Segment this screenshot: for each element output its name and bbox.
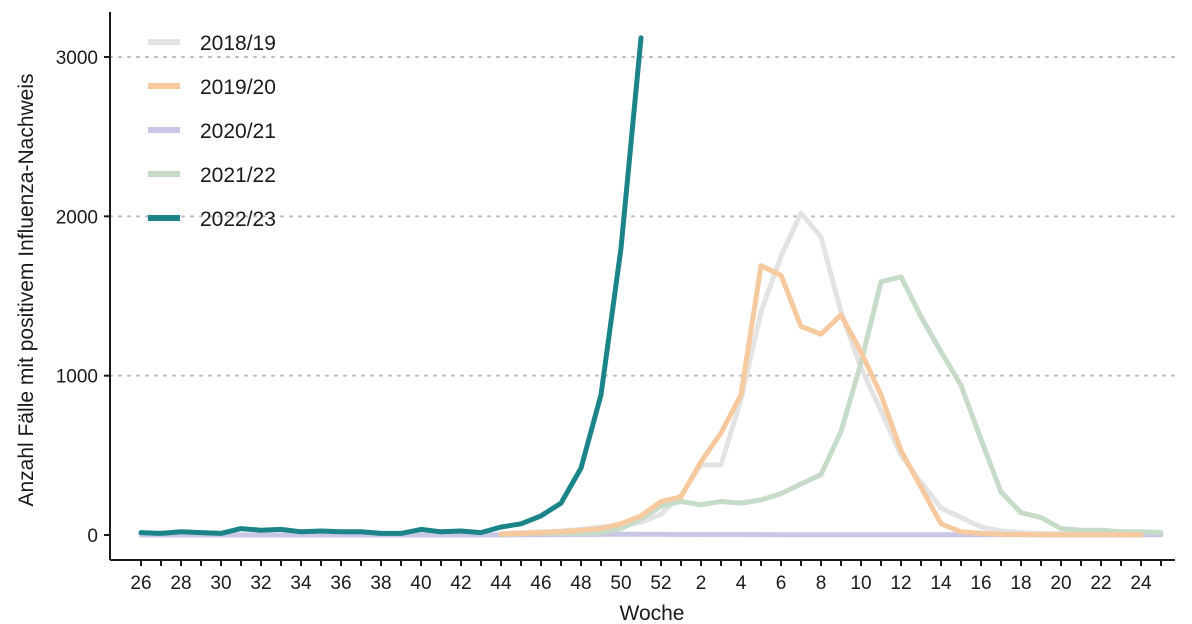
x-tick-label-1: 28 bbox=[170, 573, 191, 594]
legend-label-4: 2022/23 bbox=[200, 208, 276, 231]
x-tick-label-11: 48 bbox=[570, 573, 591, 594]
x-tick-label-12: 50 bbox=[610, 573, 631, 594]
series-line-4 bbox=[138, 35, 644, 536]
x-tick-label-17: 8 bbox=[816, 573, 827, 594]
legend-label-3: 2021/22 bbox=[200, 164, 276, 187]
x-tick-label-6: 38 bbox=[370, 573, 391, 594]
x-tick-label-8: 42 bbox=[450, 573, 471, 594]
y-ticks: 0 1000 2000 3000 bbox=[56, 48, 110, 547]
x-tick-label-14: 2 bbox=[696, 573, 707, 594]
legend-label-2: 2020/21 bbox=[200, 120, 276, 143]
series-line-3 bbox=[498, 274, 1164, 537]
legend-label-0: 2018/19 bbox=[200, 32, 276, 55]
series-lines bbox=[138, 35, 1164, 538]
y-tick-label-2: 2000 bbox=[56, 207, 98, 228]
x-tick-label-23: 20 bbox=[1050, 573, 1071, 594]
y-tick-label-1: 1000 bbox=[56, 367, 98, 388]
x-tick-label-7: 40 bbox=[410, 573, 431, 594]
legend: 2018/19 2019/20 2020/21 2021/22 2022/23 bbox=[148, 32, 276, 231]
x-tick-label-19: 12 bbox=[890, 573, 911, 594]
x-tick-label-24: 22 bbox=[1090, 573, 1111, 594]
series-line-0 bbox=[498, 210, 1124, 538]
x-tick-label-9: 44 bbox=[490, 573, 512, 594]
x-tick-label-10: 46 bbox=[530, 573, 551, 594]
x-tick-label-20: 14 bbox=[930, 573, 952, 594]
x-tick-label-4: 34 bbox=[290, 573, 312, 594]
x-tick-label-22: 18 bbox=[1010, 573, 1031, 594]
y-axis-title: Anzahl Fälle mit positivem Influenza-Nac… bbox=[15, 73, 38, 506]
axes bbox=[109, 12, 1175, 561]
x-tick-label-18: 10 bbox=[850, 573, 871, 594]
legend-label-1: 2019/20 bbox=[200, 76, 276, 99]
x-tick-label-21: 16 bbox=[970, 573, 991, 594]
x-axis-title: Woche bbox=[620, 602, 685, 624]
y-tick-label-0: 0 bbox=[87, 526, 98, 547]
y-tick-label-3: 3000 bbox=[56, 48, 98, 69]
series-line-1 bbox=[498, 263, 1144, 538]
x-tick-label-25: 24 bbox=[1130, 573, 1152, 594]
x-tick-label-2: 30 bbox=[210, 573, 231, 594]
x-tick-label-16: 6 bbox=[776, 573, 787, 594]
x-tick-label-13: 52 bbox=[650, 573, 671, 594]
x-tick-label-3: 32 bbox=[250, 573, 271, 594]
x-ticks: 26 28 30 32 34 36 38 40 42 44 46 48 50 52 2 4 6 8 10 12 14 16… bbox=[130, 560, 1162, 594]
x-tick-label-0: 26 bbox=[130, 573, 151, 594]
x-tick-label-15: 4 bbox=[736, 573, 747, 594]
gridlines bbox=[109, 56, 1176, 377]
x-tick-label-5: 36 bbox=[330, 573, 351, 594]
